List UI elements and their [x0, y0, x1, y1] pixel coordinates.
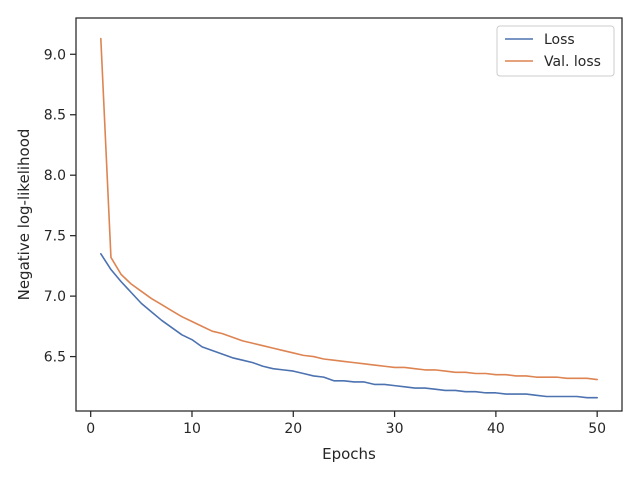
x-tick-label: 30 [386, 421, 404, 437]
y-tick-label: 8.0 [44, 168, 66, 184]
x-tick-label: 10 [183, 421, 201, 437]
x-axis-ticks: 0 10 20 30 40 50 [86, 411, 606, 437]
series-layer [100, 37, 598, 399]
legend-label: Val. loss [544, 54, 601, 70]
x-tick-label: 0 [86, 421, 95, 437]
y-axis-title: Negative log-likelihood [15, 129, 33, 301]
series-line-val-loss [100, 37, 598, 381]
series-line-loss [100, 253, 598, 399]
x-tick-label: 50 [588, 421, 606, 437]
x-tick-label: 20 [284, 421, 302, 437]
legend-label: Loss [544, 32, 575, 48]
x-tick-label: 40 [487, 421, 505, 437]
x-axis-title: Epochs [322, 445, 376, 463]
y-axis-ticks: 6.5 7.0 7.5 8.0 8.5 9.0 [44, 47, 76, 366]
y-tick-label: 9.0 [44, 47, 66, 63]
legend: Loss Val. loss [496, 25, 615, 77]
y-tick-label: 8.5 [44, 108, 66, 124]
y-tick-label: 6.5 [44, 350, 66, 366]
y-tick-label: 7.5 [44, 229, 66, 245]
plot-frame [75, 17, 623, 412]
y-tick-label: 7.0 [44, 289, 66, 305]
